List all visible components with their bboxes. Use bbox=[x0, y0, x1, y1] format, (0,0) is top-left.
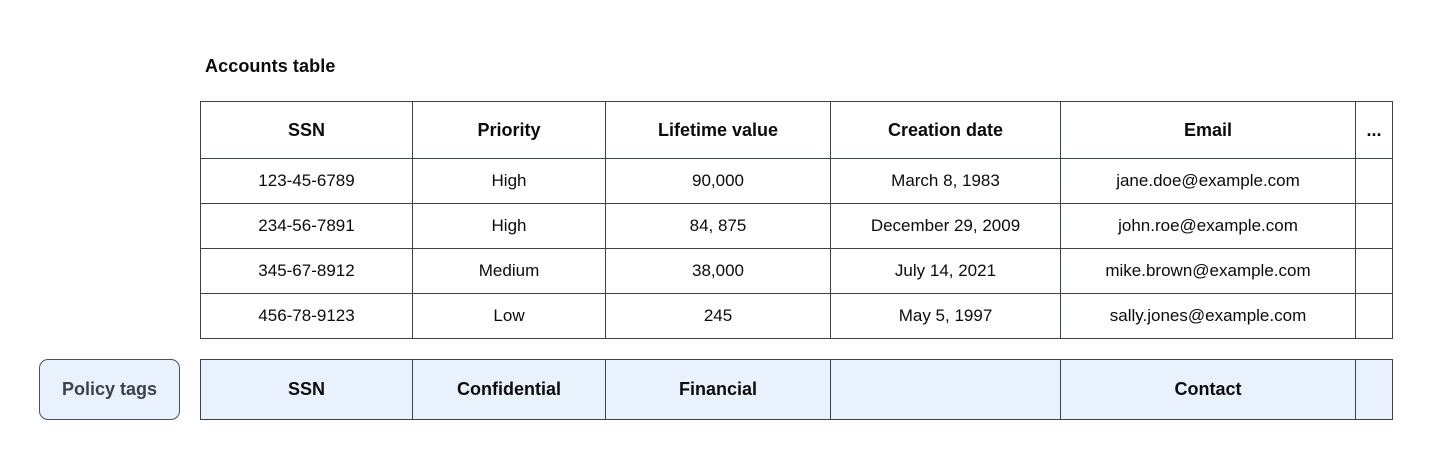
table-cell-creation-date: December 29, 2009 bbox=[830, 203, 1061, 249]
table-cell-priority: Medium bbox=[412, 248, 606, 294]
table-cell-priority: High bbox=[412, 158, 606, 204]
table-cell-ssn: 456-78-9123 bbox=[200, 293, 413, 339]
policy-tags-table: SSN Confidential Financial Contact bbox=[200, 359, 1393, 420]
policy-tag-cell-more bbox=[1355, 359, 1393, 420]
policy-tag-cell-ssn: SSN bbox=[200, 359, 413, 420]
table-cell-ssn: 234-56-7891 bbox=[200, 203, 413, 249]
column-header-ssn: SSN bbox=[200, 101, 413, 159]
policy-tags-chip[interactable]: Policy tags bbox=[39, 359, 180, 420]
policy-tags-chip-label: Policy tags bbox=[61, 379, 158, 399]
table-cell-email: john.roe@example.com bbox=[1060, 203, 1356, 249]
table-cell-more bbox=[1355, 158, 1393, 204]
table-cell-creation-date: March 8, 1983 bbox=[830, 158, 1061, 204]
table-cell-creation-date: July 14, 2021 bbox=[830, 248, 1061, 294]
table-cell-more bbox=[1355, 248, 1393, 294]
accounts-table: SSN Priority Lifetime value Creation date Em… bbox=[200, 101, 1393, 339]
table-row: 456-78-9123 Low 245 May 5, 1997 sally.jones@… bbox=[200, 293, 1393, 339]
policy-tag-cell-email: Contact bbox=[1060, 359, 1356, 420]
table-cell-lifetime-value: 245 bbox=[605, 293, 831, 339]
table-cell-more bbox=[1355, 293, 1393, 339]
policy-tag-cell-creation-date bbox=[830, 359, 1061, 420]
column-header-email: Email bbox=[1060, 101, 1356, 159]
column-header-priority: Priority bbox=[412, 101, 606, 159]
table-cell-email: mike.brown@example.com bbox=[1060, 248, 1356, 294]
table-cell-ssn: 345-67-8912 bbox=[200, 248, 413, 294]
table-title: Accounts table bbox=[205, 56, 336, 76]
table-row: 345-67-8912 Medium 38,000 July 14, 2021 mike… bbox=[200, 248, 1393, 294]
column-header-more: ... bbox=[1355, 101, 1393, 159]
table-row: 123-45-6789 High 90,000 March 8, 1983 jane.d… bbox=[200, 158, 1393, 204]
policy-tag-cell-priority: Confidential bbox=[412, 359, 606, 420]
table-cell-more bbox=[1355, 203, 1393, 249]
column-header-lifetime-value: Lifetime value bbox=[605, 101, 831, 159]
table-header-row: SSN Priority Lifetime value Creation date Em… bbox=[200, 101, 1393, 159]
table-cell-ssn: 123-45-6789 bbox=[200, 158, 413, 204]
table-cell-lifetime-value: 84, 875 bbox=[605, 203, 831, 249]
table-cell-email: jane.doe@example.com bbox=[1060, 158, 1356, 204]
table-cell-creation-date: May 5, 1997 bbox=[830, 293, 1061, 339]
table-cell-priority: Low bbox=[412, 293, 606, 339]
policy-tags-row: SSN Confidential Financial Contact bbox=[200, 359, 1393, 420]
table-cell-priority: High bbox=[412, 203, 606, 249]
table-cell-email: sally.jones@example.com bbox=[1060, 293, 1356, 339]
column-header-creation-date: Creation date bbox=[830, 101, 1061, 159]
table-cell-lifetime-value: 90,000 bbox=[605, 158, 831, 204]
table-cell-lifetime-value: 38,000 bbox=[605, 248, 831, 294]
table-row: 234-56-7891 High 84, 875 December 29, 2009 j… bbox=[200, 203, 1393, 249]
policy-tag-cell-lifetime-value: Financial bbox=[605, 359, 831, 420]
